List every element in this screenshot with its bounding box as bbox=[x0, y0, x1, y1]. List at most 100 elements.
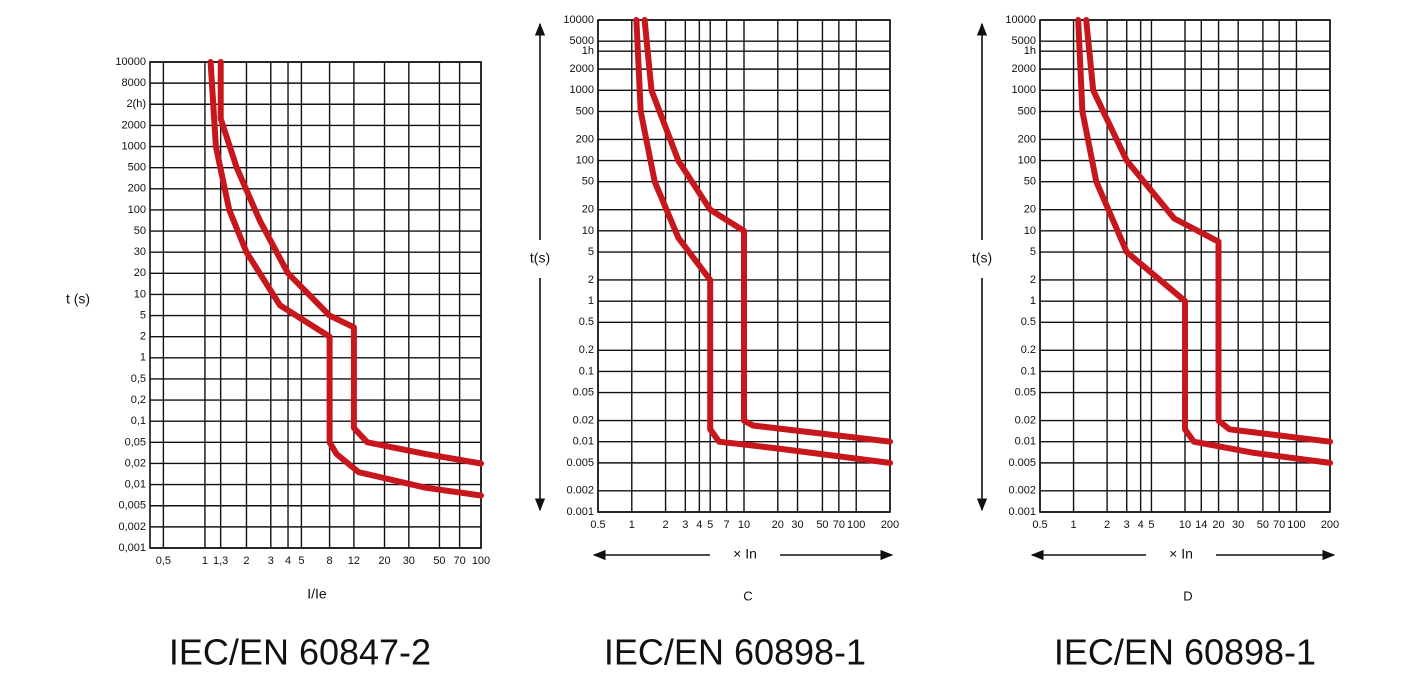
x-tick-label: 0.5 bbox=[590, 519, 605, 531]
y-tick-label: 100 bbox=[576, 154, 594, 166]
curve bbox=[1083, 17, 1333, 445]
x-tick-label: 5 bbox=[1148, 519, 1154, 531]
plot-frame bbox=[1039, 19, 1331, 513]
chart-subtitle: C bbox=[743, 588, 752, 603]
x-tick-label: 5 bbox=[707, 519, 713, 531]
y-tick-label: 10 bbox=[1024, 225, 1036, 237]
y-tick-label: 5 bbox=[588, 246, 594, 258]
y-tick-label: 0.005 bbox=[566, 457, 594, 469]
x-tick-label: 100 bbox=[847, 519, 865, 531]
x-tick-label: 200 bbox=[1321, 519, 1339, 531]
y-tick-label: 50 bbox=[582, 176, 594, 188]
chart-title: IEC/EN 60898-1 bbox=[1054, 632, 1316, 673]
y-tick-label: 0.2 bbox=[579, 344, 594, 356]
x-tick-label: 1 bbox=[629, 519, 635, 531]
curve bbox=[207, 59, 484, 499]
y-tick-label: 1h bbox=[582, 45, 594, 57]
x-axis-label: I/Ie bbox=[307, 586, 327, 602]
x-tick-label: 50 bbox=[433, 555, 445, 567]
x-axis-label: × In bbox=[733, 546, 757, 562]
y-tick-label: 0,005 bbox=[118, 500, 146, 512]
y-tick-label: 2000 bbox=[1012, 63, 1036, 75]
y-tick-label: 0.001 bbox=[1008, 506, 1036, 518]
y-tick-label: 200 bbox=[576, 133, 594, 145]
y-tick-label: 8000 bbox=[122, 77, 146, 89]
y-tick-label: 0.05 bbox=[573, 386, 594, 398]
y-tick-label: 5000 bbox=[570, 35, 594, 47]
y-tick-label: 0.001 bbox=[566, 506, 594, 518]
y-tick-label: 0.02 bbox=[573, 414, 594, 426]
x-tick-label: 8 bbox=[327, 555, 333, 567]
y-tick-label: 0.05 bbox=[1015, 386, 1036, 398]
x-tick-label: 100 bbox=[1287, 519, 1305, 531]
x-tick-label: 70 bbox=[453, 555, 465, 567]
y-tick-label: 2 bbox=[140, 331, 146, 343]
x-tick-label: 1,3 bbox=[213, 555, 228, 567]
y-tick-label: 20 bbox=[582, 204, 594, 216]
x-tick-label: 100 bbox=[472, 555, 490, 567]
y-tick-label: 1 bbox=[140, 352, 146, 364]
x-tick-label: 0,5 bbox=[156, 555, 171, 567]
y-tick-label: 500 bbox=[128, 162, 146, 174]
y-tick-label: 0.002 bbox=[566, 485, 594, 497]
y-tick-label: 0.005 bbox=[1008, 457, 1036, 469]
y-tick-label: 5000 bbox=[1012, 35, 1036, 47]
y-tick-label: 10000 bbox=[563, 14, 594, 26]
y-tick-label: 30 bbox=[134, 246, 146, 258]
x-tick-label: 3 bbox=[1124, 519, 1130, 531]
y-tick-label: 1 bbox=[588, 295, 594, 307]
y-tick-label: 0.002 bbox=[1008, 485, 1036, 497]
y-tick-label: 0.1 bbox=[1021, 365, 1036, 377]
y-tick-label: 1000 bbox=[1012, 84, 1036, 96]
y-tick-label: 1000 bbox=[570, 84, 594, 96]
plot-frame bbox=[149, 61, 482, 549]
curve bbox=[217, 59, 484, 467]
y-tick-label: 1h bbox=[1024, 45, 1036, 57]
y-tick-label: 0.2 bbox=[1021, 344, 1036, 356]
y-tick-label: 0,5 bbox=[131, 373, 146, 385]
y-tick-label: 0,2 bbox=[131, 394, 146, 406]
y-tick-label: 10000 bbox=[115, 56, 146, 68]
chart-title: IEC/EN 60898-1 bbox=[604, 632, 866, 673]
x-tick-label: 50 bbox=[816, 519, 828, 531]
x-tick-label: 4 bbox=[696, 519, 702, 531]
x-tick-label: 2 bbox=[662, 519, 668, 531]
x-tick-label: 12 bbox=[348, 555, 360, 567]
y-tick-label: 0.5 bbox=[579, 316, 594, 328]
y-tick-label: 0.02 bbox=[1015, 414, 1036, 426]
chart-title: IEC/EN 60847-2 bbox=[169, 632, 431, 673]
y-axis-label: t(s) bbox=[530, 250, 550, 266]
x-tick-label: 70 bbox=[833, 519, 845, 531]
y-tick-label: 500 bbox=[576, 105, 594, 117]
y-tick-label: 50 bbox=[1024, 176, 1036, 188]
curve bbox=[1075, 17, 1333, 466]
y-tick-label: 5 bbox=[140, 309, 146, 321]
chart-subtitle: D bbox=[1183, 588, 1192, 603]
x-tick-label: 50 bbox=[1257, 519, 1269, 531]
y-axis-label: t (s) bbox=[66, 291, 90, 307]
y-tick-label: 0,05 bbox=[125, 436, 146, 448]
y-tick-label: 5 bbox=[1030, 246, 1036, 258]
y-tick-label: 0.5 bbox=[1021, 316, 1036, 328]
x-tick-label: 10 bbox=[1179, 519, 1191, 531]
y-tick-label: 50 bbox=[134, 225, 146, 237]
y-tick-label: 100 bbox=[1018, 154, 1036, 166]
x-tick-label: 1 bbox=[1070, 519, 1076, 531]
y-tick-label: 10 bbox=[134, 288, 146, 300]
x-tick-label: 0.5 bbox=[1032, 519, 1047, 531]
y-tick-label: 200 bbox=[128, 183, 146, 195]
y-tick-label: 100 bbox=[128, 204, 146, 216]
y-tick-label: 2000 bbox=[570, 63, 594, 75]
x-tick-label: 2 bbox=[243, 555, 249, 567]
y-tick-label: 0.01 bbox=[1015, 436, 1036, 448]
x-tick-label: 5 bbox=[298, 555, 304, 567]
x-tick-label: 20 bbox=[1212, 519, 1224, 531]
y-tick-label: 10 bbox=[582, 225, 594, 237]
y-tick-label: 20 bbox=[1024, 204, 1036, 216]
y-tick-label: 20 bbox=[134, 267, 146, 279]
y-tick-label: 2(h) bbox=[126, 98, 146, 110]
y-axis-label: t(s) bbox=[972, 250, 992, 266]
